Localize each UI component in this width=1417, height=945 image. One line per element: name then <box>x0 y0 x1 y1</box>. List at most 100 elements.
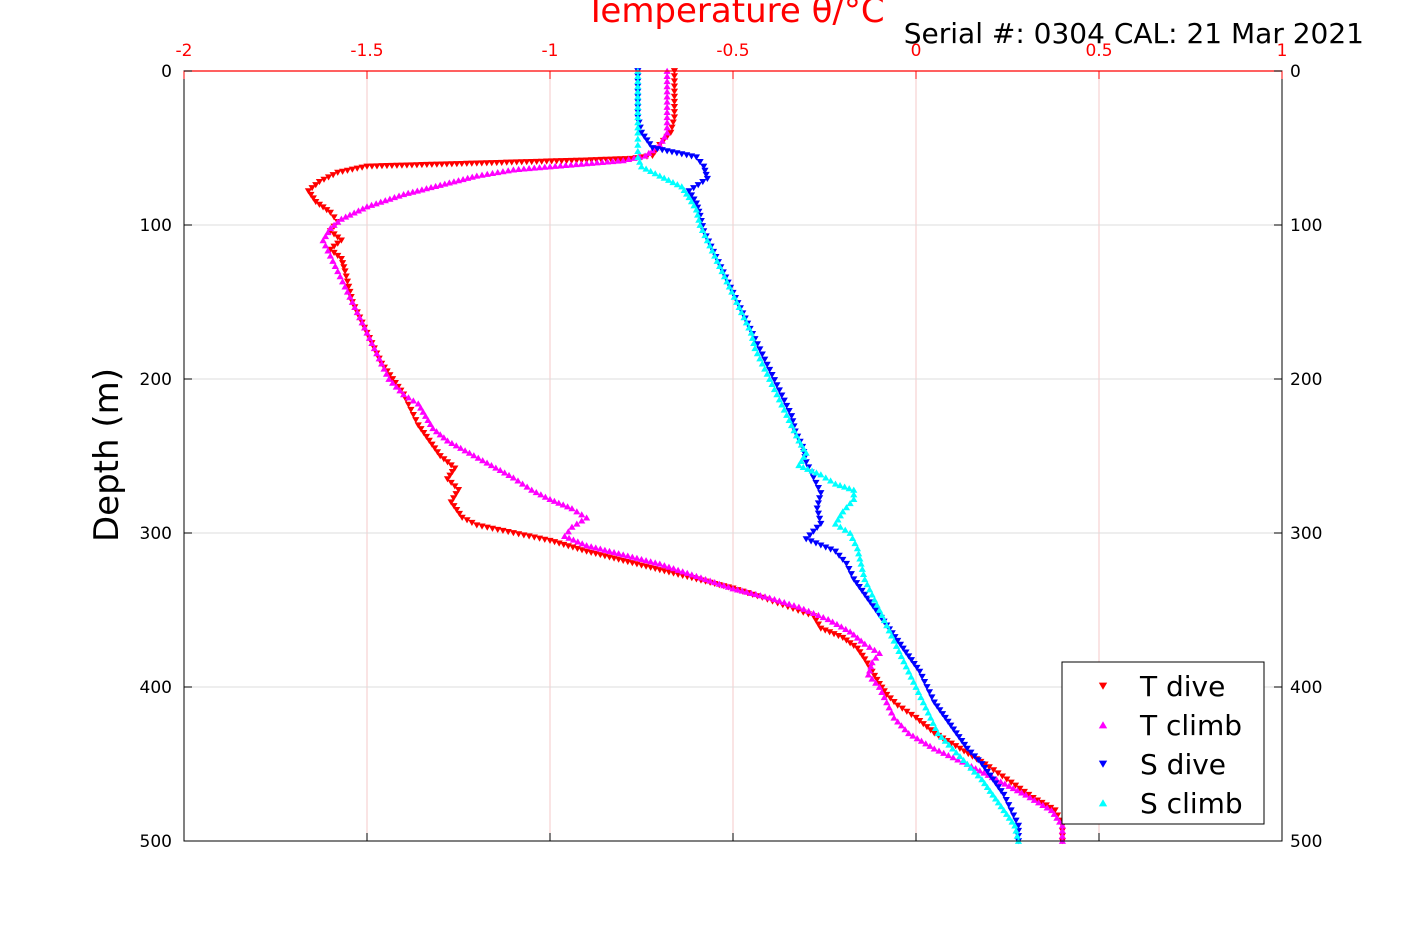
data-point <box>833 620 841 628</box>
data-point <box>565 534 573 541</box>
data-point <box>1000 791 1008 799</box>
data-point <box>341 268 349 275</box>
data-point <box>828 618 837 625</box>
data-point <box>698 226 707 234</box>
y-tick-label-left: 500 <box>140 832 172 852</box>
data-point <box>685 194 693 201</box>
data-point <box>665 563 673 570</box>
data-point <box>872 607 880 614</box>
data-point <box>983 783 991 790</box>
data-point <box>329 172 337 179</box>
data-point <box>422 433 431 440</box>
data-point <box>363 329 371 336</box>
data-point <box>598 158 606 165</box>
data-point <box>1039 801 1047 808</box>
data-point <box>846 628 854 635</box>
data-point <box>389 376 397 383</box>
data-point <box>748 334 757 341</box>
data-point <box>700 163 708 170</box>
data-point <box>756 355 764 362</box>
data-point <box>694 211 702 218</box>
data-point <box>976 767 984 774</box>
data-point <box>858 565 866 572</box>
data-point <box>839 634 847 641</box>
data-point <box>900 658 908 665</box>
data-point <box>873 601 881 608</box>
data-point <box>625 155 633 163</box>
data-point <box>826 629 834 636</box>
data-point <box>742 319 751 326</box>
data-point <box>602 156 610 163</box>
data-point <box>324 174 333 181</box>
data-point <box>903 708 911 715</box>
data-point <box>674 566 682 573</box>
data-point <box>830 631 838 638</box>
data-point <box>473 160 481 167</box>
data-point <box>804 465 812 472</box>
data-point <box>1005 802 1013 809</box>
legend-marker <box>1098 721 1108 729</box>
data-point <box>356 314 364 321</box>
data-point <box>528 158 536 166</box>
data-point <box>901 726 909 733</box>
data-point <box>451 465 459 472</box>
data-point <box>986 787 994 794</box>
data-point <box>805 607 813 614</box>
data-point <box>789 418 797 425</box>
data-point <box>974 757 982 764</box>
data-point <box>663 124 671 131</box>
data-point <box>508 159 516 166</box>
data-point <box>989 791 997 798</box>
data-point <box>1056 818 1064 825</box>
data-point <box>448 469 456 476</box>
data-point <box>835 552 843 559</box>
data-point <box>729 585 737 592</box>
y-tick-label-right: 100 <box>1290 216 1322 236</box>
data-point <box>568 505 576 512</box>
data-point <box>850 576 858 583</box>
data-point <box>578 157 586 164</box>
data-point <box>899 645 907 652</box>
data-point <box>404 394 413 401</box>
data-point <box>358 319 366 326</box>
data-point <box>465 449 474 456</box>
data-point <box>670 73 679 80</box>
data-point <box>563 158 571 165</box>
data-point <box>568 157 576 164</box>
data-point <box>634 147 642 154</box>
data-point <box>812 479 820 486</box>
data-point <box>518 480 527 487</box>
data-point <box>504 529 512 536</box>
data-point <box>997 778 1005 785</box>
data-point <box>920 678 929 686</box>
data-point <box>1005 814 1013 821</box>
data-point <box>694 182 702 189</box>
data-point <box>868 675 876 682</box>
y-tick-label-right: 200 <box>1290 370 1322 390</box>
data-point <box>799 463 807 470</box>
data-point <box>409 412 417 419</box>
data-point <box>488 160 496 167</box>
data-point <box>670 114 679 121</box>
data-point <box>561 532 569 539</box>
data-point <box>330 221 338 228</box>
legend-label: S climb <box>1140 787 1243 820</box>
data-point <box>538 158 546 165</box>
data-point <box>488 525 497 532</box>
data-point <box>878 611 886 619</box>
data-point <box>663 103 671 110</box>
data-point <box>766 366 774 373</box>
data-point <box>345 283 353 290</box>
data-point <box>523 159 531 166</box>
data-point <box>1035 799 1043 806</box>
data-point <box>363 203 371 210</box>
data-point <box>963 760 971 767</box>
data-point <box>556 162 565 169</box>
data-point <box>831 480 840 487</box>
data-point <box>330 231 338 238</box>
data-point <box>702 171 710 178</box>
data-point <box>1020 788 1028 795</box>
data-point <box>905 653 913 660</box>
